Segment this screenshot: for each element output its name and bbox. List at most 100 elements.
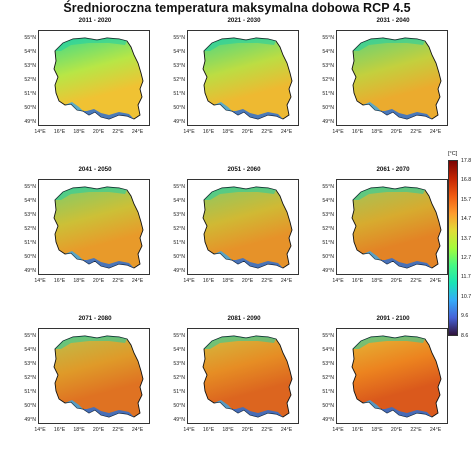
poland-temperature-map	[202, 37, 293, 120]
y-tick-label: 50°N	[24, 403, 36, 409]
panel-title: 2081 - 2090	[227, 315, 261, 322]
panel-title: 2031 - 2040	[376, 17, 410, 24]
y-tick-label: 50°N	[322, 254, 334, 260]
y-tick-label: 50°N	[173, 403, 185, 409]
y-tick-label: 52°N	[24, 375, 36, 381]
y-tick-label: 50°N	[24, 105, 36, 111]
coastal-region	[55, 336, 127, 349]
colorbar-tick-label: 9.6	[461, 313, 469, 320]
y-tick-label: 53°N	[322, 212, 334, 218]
x-tick-label: 14°E	[34, 278, 46, 284]
y-tick-label: 49°N	[322, 417, 334, 423]
x-tick-label: 14°E	[34, 427, 46, 433]
y-tick-label: 54°N	[322, 49, 334, 55]
map-panel: 2061 - 2070 55°N 54°N 53°N 52°N 51°N 50°N 49°N 1…	[312, 166, 450, 288]
x-tick-label: 20°E	[241, 427, 254, 433]
x-tick-label: 22°E	[410, 278, 422, 284]
poland-outline	[351, 186, 442, 269]
x-tick-label: 20°E	[390, 278, 403, 284]
y-tick-label: 55°N	[322, 35, 334, 41]
x-tick-label: 16°E	[202, 427, 215, 433]
y-tick-label: 53°N	[24, 63, 36, 69]
map-frame	[187, 30, 299, 126]
sudetes-region	[214, 102, 232, 111]
y-tick-label: 51°N	[322, 91, 334, 97]
colorbar-tick-label: 11.7	[461, 274, 471, 281]
x-tick-label: 18°E	[73, 278, 85, 284]
colorbar-tick-label: 8.6	[461, 332, 469, 339]
x-tick-label: 20°E	[241, 278, 254, 284]
y-tick-label: 55°N	[24, 333, 36, 339]
y-tick-label: 50°N	[173, 105, 185, 111]
y-tick-label: 53°N	[24, 361, 36, 367]
x-tick-label: 22°E	[261, 129, 273, 135]
poland-temperature-map	[351, 186, 442, 269]
x-tick-label: 14°E	[183, 427, 195, 433]
mountain-region	[83, 258, 134, 268]
y-tick-label: 49°N	[24, 119, 36, 125]
x-tick-label: 14°E	[332, 427, 344, 433]
x-tick-label: 16°E	[53, 129, 66, 135]
y-tick-label: 55°N	[24, 35, 36, 41]
map-panel: 2081 - 2090 55°N 54°N 53°N 52°N 51°N 50°N 49°N 1…	[163, 315, 301, 437]
y-tick-label: 52°N	[24, 226, 36, 232]
map-frame	[336, 328, 448, 424]
colorbar-tick-label: 13.7	[461, 235, 472, 242]
x-tick-label: 24°E	[280, 129, 293, 135]
poland-outline	[351, 37, 442, 120]
y-tick-label: 53°N	[24, 212, 36, 218]
poland-temperature-map	[351, 335, 442, 418]
panel-title: 2071 - 2080	[78, 315, 112, 322]
y-tick-label: 51°N	[24, 240, 36, 246]
x-tick-label: 18°E	[222, 129, 234, 135]
sudetes-region	[214, 400, 232, 409]
y-tick-label: 51°N	[173, 240, 185, 246]
x-tick-label: 24°E	[280, 278, 293, 284]
colorbar-tick-label: 12.7	[461, 255, 472, 261]
y-tick-label: 50°N	[322, 403, 334, 409]
y-tick-label: 53°N	[322, 361, 334, 367]
x-tick-label: 16°E	[351, 427, 364, 433]
x-tick-label: 20°E	[92, 278, 105, 284]
colorbar-tick-label: 16.8	[461, 177, 472, 184]
panel-title: 2051 - 2060	[227, 166, 261, 173]
map-panel: 2021 - 2030 55°N 54°N 53°N 52°N 51°N 50°N 49°N 1…	[163, 17, 301, 139]
map-panel: 2041 - 2050 55°N 54°N 53°N 52°N 51°N 50°N 49°N 1…	[14, 166, 152, 288]
x-tick-label: 18°E	[73, 129, 85, 135]
mountain-region	[232, 258, 283, 268]
map-frame	[187, 328, 299, 424]
y-tick-label: 53°N	[173, 63, 185, 69]
map-frame	[38, 179, 150, 275]
mountain-region	[232, 407, 283, 417]
y-tick-label: 52°N	[322, 226, 334, 232]
x-tick-label: 20°E	[92, 129, 105, 135]
x-tick-label: 18°E	[371, 427, 383, 433]
x-tick-label: 24°E	[429, 278, 442, 284]
x-tick-label: 22°E	[112, 427, 124, 433]
y-tick-label: 52°N	[173, 226, 185, 232]
panel-title: 2091 - 2100	[376, 315, 410, 322]
poland-temperature-map	[202, 335, 293, 418]
y-tick-label: 49°N	[322, 268, 334, 274]
map-panel: 2071 - 2080 55°N 54°N 53°N 52°N 51°N 50°N 49°N 1…	[14, 315, 152, 437]
y-tick-label: 52°N	[173, 77, 185, 83]
mountain-region	[83, 407, 134, 417]
coastal-region	[55, 187, 127, 200]
y-tick-label: 49°N	[173, 268, 185, 274]
x-tick-label: 20°E	[92, 427, 105, 433]
y-tick-label: 49°N	[173, 417, 185, 423]
x-tick-label: 24°E	[429, 427, 442, 433]
sudetes-region	[363, 102, 381, 111]
x-tick-label: 16°E	[351, 129, 364, 135]
y-tick-label: 54°N	[24, 198, 36, 204]
y-tick-label: 54°N	[322, 198, 334, 204]
x-tick-label: 24°E	[131, 427, 144, 433]
map-panel: 2011 - 2020 55°N 54°N 53°N 52°N 51°N 50°N 49°N 1…	[14, 17, 152, 139]
map-frame	[38, 30, 150, 126]
x-tick-label: 22°E	[261, 427, 273, 433]
x-tick-label: 20°E	[390, 129, 403, 135]
x-tick-label: 16°E	[202, 278, 215, 284]
poland-outline	[351, 335, 442, 418]
poland-temperature-map	[53, 335, 144, 418]
colorbar-unit: [°C]	[448, 151, 458, 157]
